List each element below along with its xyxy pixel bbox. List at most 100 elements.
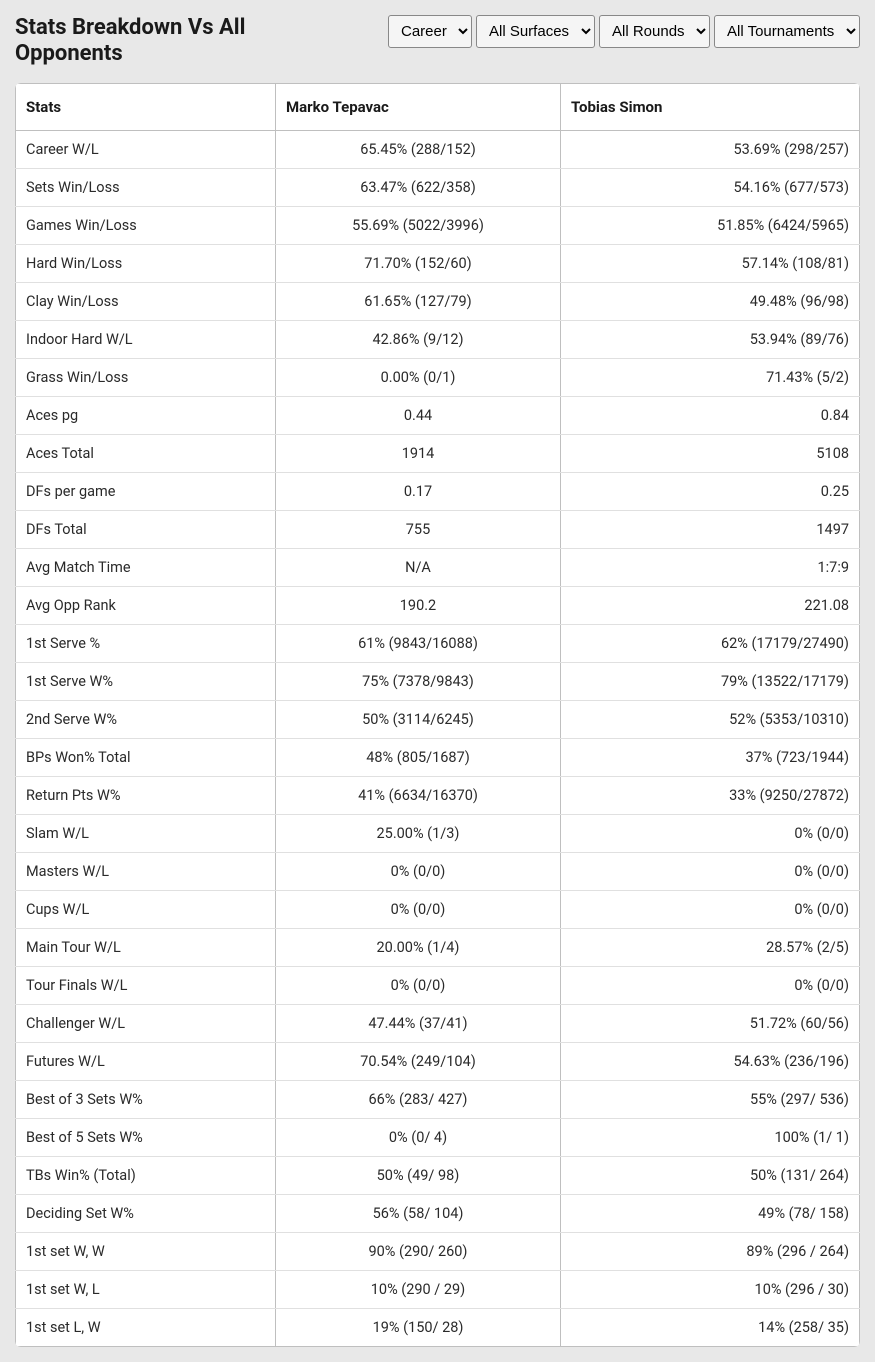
tournaments-select[interactable]: All Tournaments — [714, 15, 860, 48]
col-header-stats: Stats — [16, 83, 276, 130]
stat-value: 0% (0/0) — [276, 890, 561, 928]
stat-value: 53.69% (298/257) — [561, 130, 860, 168]
stat-value: 53.94% (89/76) — [561, 320, 860, 358]
stat-value: 0.17 — [276, 472, 561, 510]
table-row: Challenger W/L47.44% (37/41)51.72% (60/5… — [16, 1004, 860, 1042]
stat-label: Deciding Set W% — [16, 1194, 276, 1232]
stat-value: 56% (58/ 104) — [276, 1194, 561, 1232]
stat-label: 1st Serve W% — [16, 662, 276, 700]
stat-label: 1st set W, L — [16, 1270, 276, 1308]
stat-value: 1:7:9 — [561, 548, 860, 586]
table-row: Tour Finals W/L0% (0/0)0% (0/0) — [16, 966, 860, 1004]
stat-value: 42.86% (9/12) — [276, 320, 561, 358]
table-row: Aces pg0.440.84 — [16, 396, 860, 434]
stat-value: 49.48% (96/98) — [561, 282, 860, 320]
stat-label: Best of 3 Sets W% — [16, 1080, 276, 1118]
stat-label: Best of 5 Sets W% — [16, 1118, 276, 1156]
stat-label: 1st set W, W — [16, 1232, 276, 1270]
stat-value: 19% (150/ 28) — [276, 1308, 561, 1346]
stat-value: 0% (0/0) — [276, 966, 561, 1004]
col-header-player1: Marko Tepavac — [276, 83, 561, 130]
stat-value: 71.43% (5/2) — [561, 358, 860, 396]
stats-table-container: Stats Marko Tepavac Tobias Simon Career … — [15, 83, 860, 1347]
stat-label: Cups W/L — [16, 890, 276, 928]
stat-label: Masters W/L — [16, 852, 276, 890]
table-row: 1st Serve %61% (9843/16088)62% (17179/27… — [16, 624, 860, 662]
stat-label: DFs per game — [16, 472, 276, 510]
stat-value: 0% (0/0) — [276, 852, 561, 890]
stat-value: 47.44% (37/41) — [276, 1004, 561, 1042]
surface-select[interactable]: All Surfaces — [476, 15, 595, 48]
stat-value: 28.57% (2/5) — [561, 928, 860, 966]
stat-label: Main Tour W/L — [16, 928, 276, 966]
stat-value: 221.08 — [561, 586, 860, 624]
stat-value: 79% (13522/17179) — [561, 662, 860, 700]
table-row: Career W/L65.45% (288/152)53.69% (298/25… — [16, 130, 860, 168]
stats-table: Stats Marko Tepavac Tobias Simon Career … — [15, 83, 860, 1347]
stat-label: Futures W/L — [16, 1042, 276, 1080]
stat-label: Aces Total — [16, 434, 276, 472]
stat-value: 0.44 — [276, 396, 561, 434]
table-row: DFs per game0.170.25 — [16, 472, 860, 510]
stat-value: N/A — [276, 548, 561, 586]
stat-value: 0.00% (0/1) — [276, 358, 561, 396]
stat-label: Grass Win/Loss — [16, 358, 276, 396]
stat-value: 0.25 — [561, 472, 860, 510]
stat-label: 1st set L, W — [16, 1308, 276, 1346]
stat-label: DFs Total — [16, 510, 276, 548]
page-header: Stats Breakdown Vs All Opponents Career … — [15, 15, 860, 68]
stat-value: 63.47% (622/358) — [276, 168, 561, 206]
stat-value: 54.16% (677/573) — [561, 168, 860, 206]
stat-value: 0% (0/0) — [561, 852, 860, 890]
stat-value: 10% (296 / 30) — [561, 1270, 860, 1308]
page-title: Stats Breakdown Vs All Opponents — [15, 15, 315, 68]
stat-label: Aces pg — [16, 396, 276, 434]
table-row: Masters W/L0% (0/0)0% (0/0) — [16, 852, 860, 890]
stat-value: 71.70% (152/60) — [276, 244, 561, 282]
stat-value: 61.65% (127/79) — [276, 282, 561, 320]
stat-value: 55% (297/ 536) — [561, 1080, 860, 1118]
table-row: Slam W/L25.00% (1/3)0% (0/0) — [16, 814, 860, 852]
table-row: Best of 3 Sets W%66% (283/ 427)55% (297/… — [16, 1080, 860, 1118]
table-row: Indoor Hard W/L42.86% (9/12)53.94% (89/7… — [16, 320, 860, 358]
stat-value: 62% (17179/27490) — [561, 624, 860, 662]
stat-value: 0.84 — [561, 396, 860, 434]
stat-label: Games Win/Loss — [16, 206, 276, 244]
stat-label: BPs Won% Total — [16, 738, 276, 776]
stat-label: 1st Serve % — [16, 624, 276, 662]
stat-value: 70.54% (249/104) — [276, 1042, 561, 1080]
stat-label: Hard Win/Loss — [16, 244, 276, 282]
stat-label: Avg Match Time — [16, 548, 276, 586]
col-header-player2: Tobias Simon — [561, 83, 860, 130]
table-row: Games Win/Loss55.69% (5022/3996)51.85% (… — [16, 206, 860, 244]
filter-bar: Career All Surfaces All Rounds All Tourn… — [388, 15, 860, 48]
table-row: Avg Opp Rank190.2221.08 — [16, 586, 860, 624]
stat-value: 50% (131/ 264) — [561, 1156, 860, 1194]
stat-value: 20.00% (1/4) — [276, 928, 561, 966]
table-row: Hard Win/Loss71.70% (152/60)57.14% (108/… — [16, 244, 860, 282]
stat-value: 41% (6634/16370) — [276, 776, 561, 814]
stat-value: 5108 — [561, 434, 860, 472]
period-select[interactable]: Career — [388, 15, 472, 48]
stat-value: 0% (0/ 4) — [276, 1118, 561, 1156]
stat-label: Indoor Hard W/L — [16, 320, 276, 358]
table-row: Futures W/L70.54% (249/104)54.63% (236/1… — [16, 1042, 860, 1080]
stat-value: 48% (805/1687) — [276, 738, 561, 776]
stat-value: 755 — [276, 510, 561, 548]
stat-label: Sets Win/Loss — [16, 168, 276, 206]
table-row: Aces Total19145108 — [16, 434, 860, 472]
table-row: 1st Serve W%75% (7378/9843)79% (13522/17… — [16, 662, 860, 700]
rounds-select[interactable]: All Rounds — [599, 15, 710, 48]
table-row: Best of 5 Sets W%0% (0/ 4)100% (1/ 1) — [16, 1118, 860, 1156]
stat-value: 37% (723/1944) — [561, 738, 860, 776]
stat-value: 0% (0/0) — [561, 890, 860, 928]
table-row: Avg Match TimeN/A1:7:9 — [16, 548, 860, 586]
stat-value: 25.00% (1/3) — [276, 814, 561, 852]
stat-value: 54.63% (236/196) — [561, 1042, 860, 1080]
stat-value: 61% (9843/16088) — [276, 624, 561, 662]
table-row: 1st set L, W19% (150/ 28)14% (258/ 35) — [16, 1308, 860, 1346]
stat-value: 190.2 — [276, 586, 561, 624]
table-row: Return Pts W%41% (6634/16370)33% (9250/2… — [16, 776, 860, 814]
table-row: 2nd Serve W%50% (3114/6245)52% (5353/103… — [16, 700, 860, 738]
table-row: TBs Win% (Total)50% (49/ 98)50% (131/ 26… — [16, 1156, 860, 1194]
